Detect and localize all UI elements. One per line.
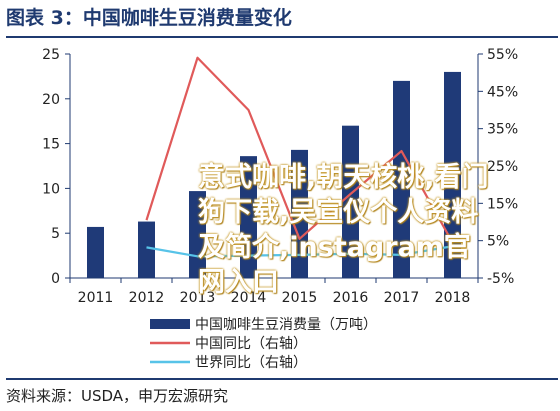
x-tick-label: 2017 xyxy=(384,290,420,306)
y-right-tick-label: 15% xyxy=(487,196,518,212)
bar-2015 xyxy=(291,149,308,278)
y-left-tick-label: 5 xyxy=(51,226,60,242)
legend-swatch-bar xyxy=(150,319,190,329)
y-left-tick-label: 15 xyxy=(42,137,60,153)
bar-2016 xyxy=(342,125,359,279)
y-right-tick-label: 35% xyxy=(487,122,518,138)
legend-label: 中国同比（右轴） xyxy=(195,336,307,352)
legend-label: 中国咖啡生豆消费量（万吨） xyxy=(195,317,377,333)
source-note: 资料来源：USDA，申万宏源研究 xyxy=(6,387,229,405)
y-left-tick-label: 10 xyxy=(42,181,60,197)
figure-title: 图表 3：中国咖啡生豆消费量变化 xyxy=(6,7,292,29)
chart-legend: 中国咖啡生豆消费量（万吨） 中国同比（右轴） 世界同比（右轴） xyxy=(150,317,377,371)
chart-axes: 0 5 10 15 20 25 -5% 5% 15% 25% 35% 45% 55% 2011 2012 20… xyxy=(42,47,518,306)
y-left-tick-label: 25 xyxy=(42,47,60,63)
title-rule xyxy=(6,36,558,38)
x-tick-label: 2013 xyxy=(180,290,216,306)
y-right-tick-label: -5% xyxy=(487,271,514,287)
x-tick-label: 2015 xyxy=(282,290,318,306)
x-tick-label: 2014 xyxy=(231,290,267,306)
x-tick-label: 2016 xyxy=(333,290,369,306)
y-right-tick-label: 45% xyxy=(487,84,518,100)
china-yoy-line xyxy=(145,56,454,244)
bar-2011 xyxy=(87,226,104,278)
y-right-tick-label: 5% xyxy=(487,234,509,250)
y-right-tick-label: 55% xyxy=(487,47,518,63)
y-left-tick-label: 20 xyxy=(42,92,60,108)
bar-series xyxy=(87,71,461,279)
bar-2018 xyxy=(444,71,461,278)
bar-2012 xyxy=(138,221,155,278)
x-tick-label: 2011 xyxy=(78,290,114,306)
overlay-text: 意式咖啡,朝天核桃,看门狗下载,吴宣仪个人资料及简介,instagram官网入口 xyxy=(198,162,489,298)
x-tick-label: 2018 xyxy=(435,290,471,306)
bar-2014 xyxy=(240,156,257,278)
x-tick-label: 2012 xyxy=(129,290,165,306)
legend-label: 世界同比（右轴） xyxy=(195,355,307,371)
y-left-tick-label: 0 xyxy=(51,271,60,287)
y-right-tick-label: 25% xyxy=(487,159,518,175)
world-yoy-line xyxy=(146,245,453,258)
line-series xyxy=(145,56,454,258)
bar-2017 xyxy=(393,80,410,278)
source-rule xyxy=(6,378,558,380)
